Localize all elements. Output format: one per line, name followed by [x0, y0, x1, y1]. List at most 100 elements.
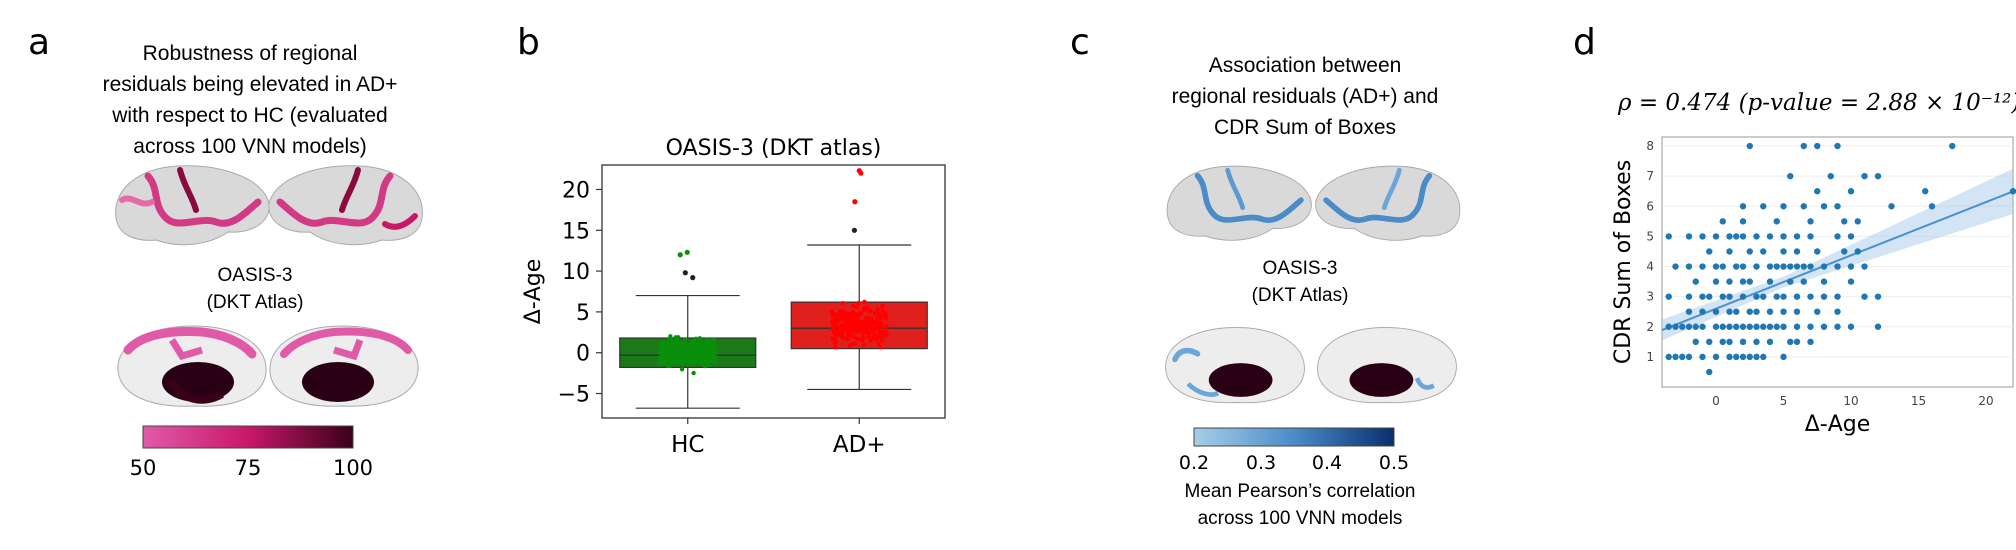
- data-point: [1820, 263, 1828, 270]
- data-point: [1685, 323, 1693, 330]
- data-point: [832, 337, 838, 342]
- data-point: [1672, 323, 1679, 330]
- data-point: [1807, 263, 1814, 270]
- y-tick-label: 3: [1646, 290, 1654, 304]
- data-point: [688, 350, 694, 356]
- data-point: [833, 321, 839, 327]
- data-point: [1726, 233, 1733, 240]
- data-point: [843, 324, 849, 330]
- data-point: [1719, 293, 1726, 300]
- data-point: [669, 355, 675, 360]
- data-point: [1834, 233, 1841, 240]
- data-point: [876, 341, 881, 347]
- data-point: [1692, 278, 1699, 285]
- data-point: [1706, 338, 1713, 346]
- data-point: [837, 308, 843, 314]
- data-point: [841, 309, 846, 314]
- data-point: [1807, 218, 1814, 225]
- panel-label-d: d: [1573, 22, 1596, 63]
- data-point: [834, 333, 839, 338]
- scatter-plot-chart: 1 2 3 4 5 6 7 8 0 5 10 15 20 Δ-Age CDR Sum of Boxes: [1611, 136, 2016, 437]
- panel-label-a: a: [28, 22, 51, 63]
- data-point: [1807, 233, 1814, 240]
- data-point: [857, 326, 863, 331]
- data-point: [672, 351, 678, 356]
- data-point: [1780, 203, 1787, 210]
- data-point: [861, 342, 867, 348]
- data-point: [874, 325, 879, 330]
- data-point: [1753, 353, 1760, 361]
- panel-c-colorbar-tick: 0.5: [1379, 452, 1409, 474]
- data-point: [697, 355, 703, 360]
- y-tick-label: 1: [1646, 350, 1654, 364]
- outlier-point: [851, 227, 858, 233]
- data-point: [1800, 203, 1807, 210]
- confidence-band: [1662, 168, 2013, 341]
- panel-c-dataset: OASIS-3 (DKT Atlas): [1251, 258, 1349, 306]
- data-point: [1699, 308, 1706, 315]
- data-point: [1793, 338, 1801, 346]
- data-point: [1712, 278, 1720, 285]
- panel-c-brain-lateral-left: [1166, 165, 1312, 241]
- data-point: [710, 337, 715, 343]
- data-point: [862, 299, 867, 305]
- data-point: [1827, 172, 1834, 180]
- y-axis-label: CDR Sum of Boxes: [1611, 160, 1636, 364]
- data-point: [1861, 263, 1868, 270]
- data-point: [1773, 323, 1780, 330]
- data-point: [1733, 263, 1740, 270]
- panel-c-brain-medial-right: [1317, 327, 1457, 404]
- data-point: [1874, 323, 1882, 330]
- panel-c-caption: Mean Pearson’s correlation across 100 VN…: [1184, 481, 1416, 529]
- data-point: [830, 319, 835, 324]
- data-point: [1699, 353, 1706, 361]
- data-point: [1847, 233, 1855, 240]
- data-point: [683, 337, 688, 342]
- data-point: [1861, 293, 1868, 300]
- panel-a-brain-lateral-left: [115, 165, 270, 246]
- data-point: [1760, 203, 1767, 210]
- data-point: [2009, 188, 2016, 195]
- data-point: [1733, 308, 1740, 315]
- data-point: [852, 334, 858, 340]
- data-point: [1719, 263, 1726, 270]
- data-point: [659, 346, 664, 351]
- data-point: [849, 312, 855, 317]
- data-point: [880, 338, 885, 343]
- data-point: [1665, 293, 1672, 300]
- data-point: [868, 316, 874, 321]
- y-tick-label: 10: [562, 260, 590, 285]
- regression-line: [1661, 190, 2014, 331]
- data-point: [662, 362, 667, 367]
- data-point: [1820, 203, 1828, 210]
- data-point: [1719, 323, 1726, 330]
- data-point: [840, 300, 845, 306]
- x-tick-label: 15: [1911, 394, 1926, 408]
- data-point: [697, 336, 703, 341]
- data-point: [1706, 293, 1713, 300]
- data-point: [1800, 263, 1807, 270]
- data-point: [703, 352, 709, 357]
- data-point: [669, 341, 674, 346]
- y-tick-label: 8: [1646, 139, 1654, 153]
- outlier-point: [682, 270, 688, 276]
- panel-d-stat-line: ρ = 0.474 (p-value = 2.88 × 10⁻¹²): [1618, 90, 2016, 116]
- data-point: [872, 332, 877, 338]
- data-point: [667, 363, 673, 368]
- x-category-label: HC: [671, 432, 704, 458]
- data-point: [1712, 353, 1720, 361]
- data-point: [1753, 308, 1760, 315]
- data-point: [884, 332, 889, 337]
- data-point: [664, 343, 669, 349]
- data-point: [878, 331, 883, 336]
- data-point: [882, 310, 888, 315]
- outlier-point: [856, 168, 862, 174]
- data-point: [878, 320, 883, 326]
- data-point: [1787, 263, 1794, 270]
- data-point: [1807, 323, 1814, 330]
- data-point: [1847, 323, 1855, 330]
- data-point: [713, 357, 718, 363]
- data-point: [853, 326, 859, 331]
- data-point: [868, 308, 873, 314]
- data-point: [1760, 293, 1767, 300]
